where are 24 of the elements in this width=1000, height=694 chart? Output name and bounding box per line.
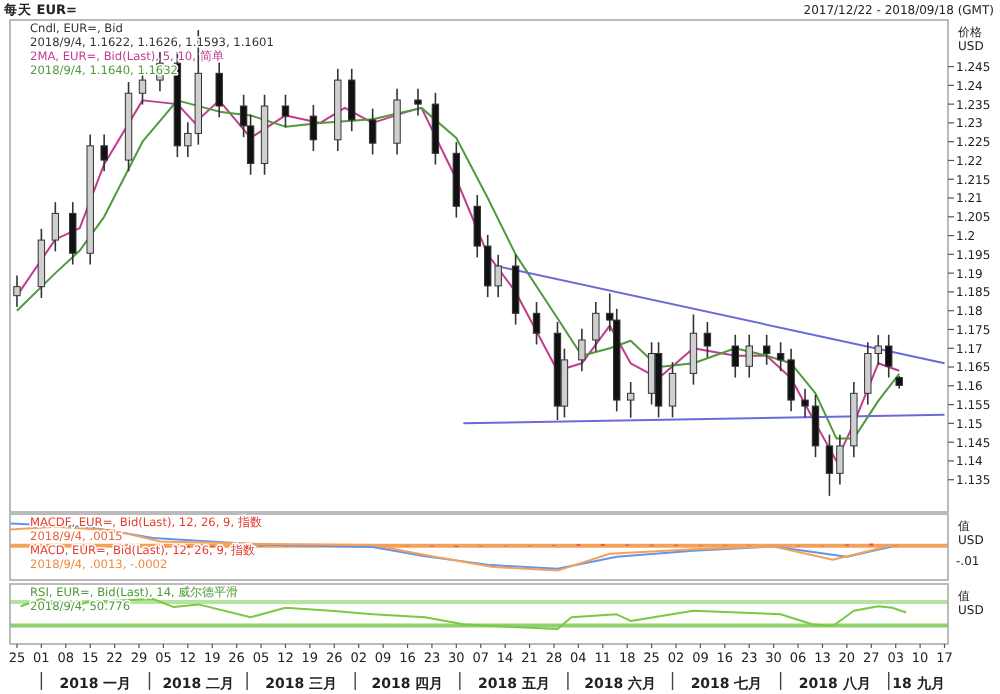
candlestick [731, 333, 739, 379]
candlestick [309, 104, 318, 152]
candlestick [647, 341, 656, 406]
candlestick [668, 361, 677, 419]
candlestick [368, 107, 377, 156]
candlestick [689, 313, 698, 386]
candlestick [626, 381, 635, 419]
candlestick [348, 68, 356, 132]
candlestick [745, 333, 753, 379]
candlestick [37, 228, 46, 299]
candlestick [393, 87, 401, 156]
candlestick [592, 301, 600, 353]
candlestick [532, 301, 541, 346]
candlestick [762, 333, 771, 366]
candlestick [511, 253, 520, 326]
candlestick [414, 87, 422, 117]
candlestick [69, 201, 77, 266]
candlestick [281, 93, 290, 129]
candlestick [51, 201, 60, 253]
candlestick [100, 133, 108, 173]
candlestick [578, 327, 586, 372]
candlestick [215, 61, 223, 119]
candlestick [13, 274, 21, 308]
candlestick [703, 321, 712, 359]
